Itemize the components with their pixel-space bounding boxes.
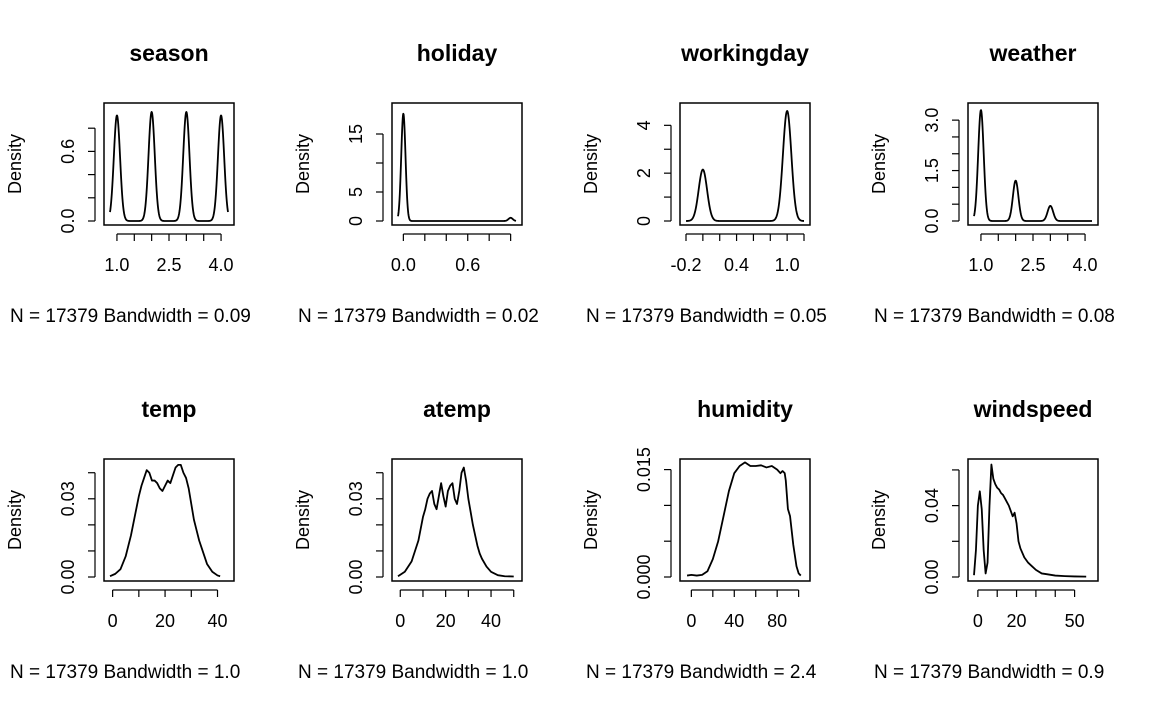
y-axis-label: Density	[293, 490, 313, 550]
x-tick-label: 1.0	[968, 255, 993, 275]
density-line	[397, 466, 514, 578]
x-tick-label: 40	[481, 611, 501, 631]
panel-humidity: humidity 0 40 80 0.000 0.015 Density N = 17379 …	[581, 396, 817, 683]
plot-frame	[103, 102, 235, 226]
panel-weather: weather 1.0 2.5 4.0 0.0 1.5 3.0 Density N = 1737…	[869, 40, 1115, 327]
panel-workingday: workingday -0.2 0.4 1.0 0 2 4 Density N = 17379 …	[581, 40, 827, 327]
x-tick-label: 0.0	[391, 255, 416, 275]
y-tick-label: 0.00	[922, 559, 942, 594]
plot-frame	[967, 458, 1099, 582]
panel-temp: temp 0 20 40 0.00 0.03 Density N = 17379 Bandwi…	[5, 396, 240, 683]
x-axis-label: N = 17379 Bandwidth = 1.0	[298, 662, 528, 683]
x-tick-label: 0	[686, 611, 696, 631]
y-axis-label: Density	[5, 134, 25, 194]
y-tick-label: 0	[346, 216, 366, 226]
y-tick-label: 0.00	[58, 559, 78, 594]
y-axis-label: Density	[581, 134, 601, 194]
x-tick-label: 40	[207, 611, 227, 631]
x-tick-label: 1.0	[104, 255, 129, 275]
x-tick-label: -0.2	[670, 255, 701, 275]
panel-title: atemp	[423, 396, 491, 422]
y-tick-label: 0.015	[634, 447, 654, 492]
density-line	[685, 110, 805, 222]
y-tick-label: 2	[634, 168, 654, 178]
y-tick-label: 0.0	[58, 208, 78, 233]
panel-title: weather	[989, 40, 1077, 66]
y-axis-label: Density	[293, 134, 313, 194]
x-tick-label: 1.0	[775, 255, 800, 275]
plot-frame	[103, 458, 235, 582]
panel-title: holiday	[417, 40, 498, 66]
y-axis-label: Density	[581, 490, 601, 550]
y-axis-label: Density	[869, 490, 889, 550]
y-tick-label: 0.6	[58, 139, 78, 164]
panel-title: season	[129, 40, 208, 66]
x-axis-label: N = 17379 Bandwidth = 0.05	[586, 306, 827, 327]
x-tick-label: 0	[108, 611, 118, 631]
panel-windspeed: windspeed 0 20 50 0.00 0.04 Density N = 17379 B…	[869, 396, 1104, 683]
x-tick-label: 20	[1007, 611, 1027, 631]
y-tick-label: 0	[634, 216, 654, 226]
x-axis-label: N = 17379 Bandwidth = 0.09	[10, 306, 251, 327]
x-tick-label: 0	[973, 611, 983, 631]
x-tick-label: 4.0	[1073, 255, 1098, 275]
density-line	[109, 111, 229, 222]
x-tick-label: 50	[1065, 611, 1085, 631]
y-tick-label: 1.5	[922, 158, 942, 183]
x-tick-label: 0	[395, 611, 405, 631]
y-axis-label: Density	[5, 490, 25, 550]
y-tick-label: 15	[346, 124, 366, 144]
x-tick-label: 0.6	[455, 255, 480, 275]
x-axis-label: N = 17379 Bandwidth = 2.4	[586, 662, 817, 683]
y-tick-label: 0.04	[922, 488, 942, 523]
panel-season: season 1.0 2.5 4.0 0.0 0.6 Density N = 17379 Ba…	[5, 40, 251, 327]
x-axis-label: N = 17379 Bandwidth = 0.08	[874, 306, 1115, 327]
x-tick-label: 2.5	[156, 255, 181, 275]
plot-frame	[679, 458, 811, 582]
y-axis-label: Density	[869, 134, 889, 194]
x-axis-label: N = 17379 Bandwidth = 0.02	[298, 306, 539, 327]
plot-frame	[967, 102, 1099, 226]
x-tick-label: 0.4	[724, 255, 749, 275]
y-tick-label: 4	[634, 120, 654, 130]
y-tick-label: 0.03	[58, 481, 78, 516]
x-tick-label: 40	[724, 611, 744, 631]
panel-holiday: holiday 0.0 0.6 0 5 15 Density N = 17379 Bandwi…	[293, 40, 539, 327]
density-line	[109, 464, 221, 578]
x-tick-label: 2.5	[1020, 255, 1045, 275]
density-line	[973, 109, 1093, 222]
y-tick-label: 3.0	[922, 108, 942, 133]
y-tick-label: 5	[346, 187, 366, 197]
x-tick-label: 20	[436, 611, 456, 631]
plot-frame	[679, 102, 811, 226]
plot-frame	[391, 102, 523, 226]
plot-frame	[391, 458, 523, 582]
panel-title: temp	[142, 396, 197, 422]
panel-title: workingday	[680, 40, 809, 66]
x-tick-label: 80	[767, 611, 787, 631]
x-axis-label: N = 17379 Bandwidth = 1.0	[10, 662, 240, 683]
x-tick-label: 4.0	[209, 255, 234, 275]
density-line	[973, 463, 1087, 578]
density-line	[686, 461, 802, 577]
panel-title: windspeed	[973, 396, 1093, 422]
x-tick-label: 20	[155, 611, 175, 631]
density-line	[397, 112, 517, 222]
y-tick-label: 0.000	[634, 554, 654, 599]
y-tick-label: 0.00	[346, 559, 366, 594]
panel-title: humidity	[697, 396, 793, 422]
y-tick-label: 0.03	[346, 481, 366, 516]
y-tick-label: 0.0	[922, 208, 942, 233]
panel-atemp: atemp 0 20 40 0.00 0.03 Density N = 17379 Bandw…	[293, 396, 528, 683]
x-axis-label: N = 17379 Bandwidth = 0.9	[874, 662, 1104, 683]
